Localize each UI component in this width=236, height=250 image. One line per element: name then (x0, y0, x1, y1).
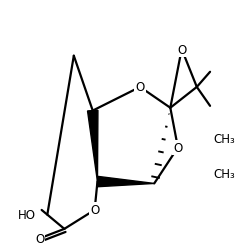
Text: O: O (173, 142, 182, 154)
Text: O: O (177, 44, 186, 56)
Polygon shape (97, 177, 154, 187)
Polygon shape (88, 111, 98, 182)
Text: HO: HO (18, 208, 36, 221)
Text: O: O (90, 204, 99, 216)
Text: CH₃: CH₃ (213, 133, 235, 146)
Text: O: O (135, 81, 145, 94)
Text: CH₃: CH₃ (213, 167, 235, 180)
Text: O: O (35, 232, 44, 245)
